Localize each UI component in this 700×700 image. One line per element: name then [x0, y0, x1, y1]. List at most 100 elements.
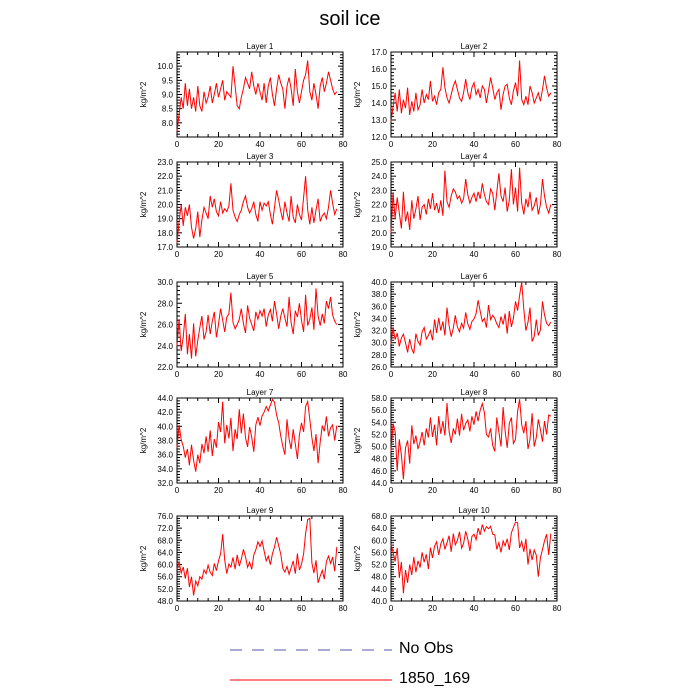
layer-10-ytick-label: 48.0 [371, 573, 387, 582]
layer-5-xtick-label: 40 [256, 370, 265, 379]
layer-8-ytick-label: 48.0 [371, 455, 387, 464]
layer-9-ytick-label: 56.0 [157, 573, 173, 582]
layer-2-xtick-label: 60 [511, 140, 520, 149]
chart-layer-6: Layer 6 kg/m^2 0 20 40 60 80 26.0 28.0 30.0 32.0 34… [353, 272, 562, 379]
layer-4-xtick-label: 20 [428, 250, 437, 259]
layer-2-xtick-label: 0 [389, 140, 394, 149]
layer-4-ytick-label: 25.0 [371, 158, 387, 167]
layer-8-xtick-label: 60 [511, 486, 520, 495]
layer-9-ylabel: kg/m^2 [139, 545, 148, 571]
layer-7-ytick-label: 44.0 [157, 394, 173, 403]
layer-5-ytick-label: 24.0 [157, 342, 173, 351]
layer-2-title: Layer 2 [461, 42, 488, 51]
layer-8-ytick-label: 54.0 [371, 418, 387, 427]
layer-4-xtick-label: 0 [389, 250, 394, 259]
layer-1-ytick-label: 9.5 [162, 76, 174, 85]
layer-8-xtick-label: 80 [553, 486, 562, 495]
layer-10-ytick-label: 40.0 [371, 597, 387, 606]
layer-2-series-line [390, 60, 552, 122]
layer-7-xtick-label: 60 [297, 486, 306, 495]
layer-1-xtick-label: 40 [256, 140, 265, 149]
layer-6-xtick-label: 0 [389, 370, 394, 379]
layer-8-ytick-label: 44.0 [371, 479, 387, 488]
layer-4-ytick-label: 21.0 [371, 215, 387, 224]
layer-9-ytick-label: 68.0 [157, 536, 173, 545]
layer-2-ytick-label: 14.0 [371, 99, 387, 108]
layer-5-series-line [176, 288, 338, 359]
layer-6-ytick-label: 36.0 [371, 302, 387, 311]
layer-3-ylabel: kg/m^2 [139, 191, 148, 217]
layer-6-ytick-label: 40.0 [371, 278, 387, 287]
layer-9-ytick-label: 76.0 [157, 512, 173, 521]
layer-6-frame [390, 281, 558, 368]
layer-6-xtick-label: 20 [428, 370, 437, 379]
layer-3-series-line [176, 176, 338, 243]
layer-5-ylabel: kg/m^2 [139, 311, 148, 337]
layer-7-title: Layer 7 [247, 388, 274, 397]
layer-5-ytick-label: 22.0 [157, 363, 173, 372]
layer-1-xtick-label: 20 [214, 140, 223, 149]
layer-6-xtick-label: 80 [553, 370, 562, 379]
layer-10-title: Layer 10 [458, 506, 490, 515]
layer-10-xtick-label: 20 [428, 604, 437, 613]
layer-4-title: Layer 4 [461, 152, 488, 161]
chart-layer-4: Layer 4 kg/m^2 0 20 40 60 80 19.0 20.0 21.0 22.0 23… [353, 152, 562, 259]
layer-9-ytick-label: 64.0 [157, 548, 173, 557]
layer-10-ytick-label: 64.0 [371, 524, 387, 533]
layer-2-ytick-label: 16.0 [371, 65, 387, 74]
layer-5-ytick-label: 26.0 [157, 321, 173, 330]
layer-8-xtick-label: 40 [470, 486, 479, 495]
layer-3-xtick-label: 40 [256, 250, 265, 259]
layer-7-xtick-label: 40 [256, 486, 265, 495]
layer-4-xtick-label: 80 [553, 250, 562, 259]
layer-1-xtick-label: 0 [175, 140, 180, 149]
layer-2-xtick-label: 40 [470, 140, 479, 149]
layer-3-ytick-label: 23.0 [157, 158, 173, 167]
layer-1-ytick-label: 10.0 [157, 62, 173, 71]
layer-4-xtick-label: 40 [470, 250, 479, 259]
layer-1-series-line [176, 60, 338, 132]
layer-8-ytick-label: 52.0 [371, 430, 387, 439]
layer-4-frame [390, 161, 558, 248]
chart-layer-2: Layer 2 kg/m^2 0 20 40 60 80 12.0 13.0 14.0 15.0 16… [353, 42, 562, 149]
layer-3-ytick-label: 17.0 [157, 243, 173, 252]
layer-7-ylabel: kg/m^2 [139, 427, 148, 453]
layer-7-frame [176, 397, 344, 484]
layer-8-xtick-label: 0 [389, 486, 394, 495]
layer-9-ytick-label: 52.0 [157, 585, 173, 594]
layer-9-xtick-label: 0 [175, 604, 180, 613]
layer-3-ytick-label: 22.0 [157, 172, 173, 181]
layer-5-xtick-label: 80 [339, 370, 348, 379]
layer-10-series-line [390, 521, 552, 594]
layer-7-xtick-label: 0 [175, 486, 180, 495]
layer-2-xtick-label: 80 [553, 140, 562, 149]
layer-10-ytick-label: 60.0 [371, 536, 387, 545]
chart-layer-10: Layer 10 kg/m^2 0 20 40 60 80 40.0 44.0 48.0 52.0 5… [353, 506, 562, 613]
layer-8-ytick-label: 56.0 [371, 406, 387, 415]
layer-5-xtick-label: 0 [175, 370, 180, 379]
layer-5-title: Layer 5 [247, 272, 274, 281]
chart-layer-7: Layer 7 kg/m^2 0 20 40 60 80 32.0 34.0 36.0 38.0 40… [139, 388, 348, 495]
layer-9-title: Layer 9 [247, 506, 274, 515]
layer-3-ytick-label: 21.0 [157, 186, 173, 195]
layer-10-ylabel: kg/m^2 [353, 545, 362, 571]
chart-layer-3: Layer 3 kg/m^2 0 20 40 60 80 17.0 18.0 19.0 20.0 21… [139, 152, 348, 259]
layer-9-xtick-label: 20 [214, 604, 223, 613]
layer-9-xtick-label: 60 [297, 604, 306, 613]
layer-7-ytick-label: 38.0 [157, 437, 173, 446]
layer-8-ytick-label: 58.0 [371, 394, 387, 403]
layer-5-ytick-label: 28.0 [157, 299, 173, 308]
layer-7-ytick-label: 32.0 [157, 479, 173, 488]
layer-6-series-line [390, 281, 552, 354]
layer-7-ytick-label: 42.0 [157, 408, 173, 417]
layer-5-frame [176, 281, 344, 368]
layer-10-ytick-label: 52.0 [371, 561, 387, 570]
layer-3-ytick-label: 20.0 [157, 201, 173, 210]
layer-3-xtick-label: 60 [297, 250, 306, 259]
layer-8-ytick-label: 50.0 [371, 443, 387, 452]
layer-6-ytick-label: 34.0 [371, 314, 387, 323]
layer-5-xtick-label: 60 [297, 370, 306, 379]
layer-10-ytick-label: 56.0 [371, 548, 387, 557]
layer-4-xtick-label: 60 [511, 250, 520, 259]
layer-10-xtick-label: 80 [553, 604, 562, 613]
